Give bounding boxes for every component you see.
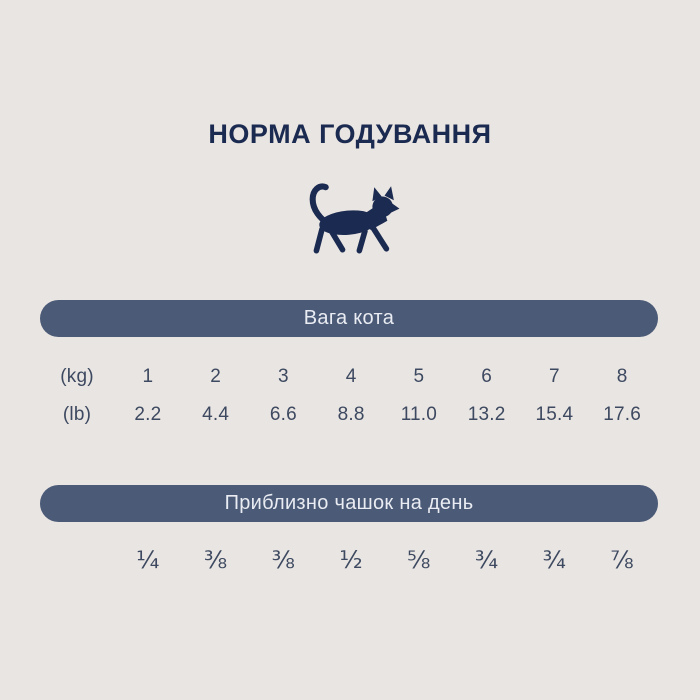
cups-value-8: ⅞ xyxy=(610,546,634,574)
row-label-kg: (kg) xyxy=(60,366,94,387)
cups-value-5: ⅝ xyxy=(407,546,431,574)
weight-table: (kg) 1 2 3 4 5 6 7 8 (lb) 2.2 4.4 6.6 8.… xyxy=(40,365,656,427)
kg-value-1: 1 xyxy=(142,366,154,387)
cups-value-3: ⅜ xyxy=(271,546,296,574)
cups-value-7: ¾ xyxy=(542,546,567,574)
lb-value-7: 15.4 xyxy=(535,404,574,425)
cups-value-2: ⅜ xyxy=(203,546,228,574)
lb-value-5: 11.0 xyxy=(400,404,438,425)
lb-value-1: 2.2 xyxy=(134,404,162,425)
lb-value-6: 13.2 xyxy=(467,404,506,425)
cups-value-6: ¾ xyxy=(474,546,499,574)
cat-silhouette-icon xyxy=(0,176,700,260)
lb-value-2: 4.4 xyxy=(202,404,230,425)
cups-value-4: ½ xyxy=(339,546,363,574)
cups-value-1: ¼ xyxy=(136,546,160,574)
page-title: НОРМА ГОДУВАННЯ xyxy=(208,119,492,149)
kg-value-5: 5 xyxy=(413,366,425,387)
lb-value-3: 6.6 xyxy=(269,404,297,425)
cups-section-header-bar: Приблизно чашок на день xyxy=(40,485,658,522)
cups-table: ¼ ⅜ ⅜ ½ ⅝ ¾ ¾ ⅞ xyxy=(40,546,656,574)
kg-value-6: 6 xyxy=(481,366,493,387)
weight-section-header-label: Вага кота xyxy=(303,307,395,329)
kg-value-8: 8 xyxy=(616,366,628,387)
row-label-lb: (lb) xyxy=(62,404,92,425)
lb-value-4: 8.8 xyxy=(337,404,365,425)
lb-value-8: 17.6 xyxy=(603,404,642,425)
kg-value-2: 2 xyxy=(210,366,222,387)
kg-value-3: 3 xyxy=(277,366,289,387)
cups-section-header-label: Приблизно чашок на день xyxy=(224,492,474,514)
cups-row-label-empty xyxy=(40,546,114,574)
kg-value-7: 7 xyxy=(548,366,560,387)
weight-section-header-bar: Вага кота xyxy=(40,300,658,337)
kg-value-4: 4 xyxy=(345,366,357,387)
